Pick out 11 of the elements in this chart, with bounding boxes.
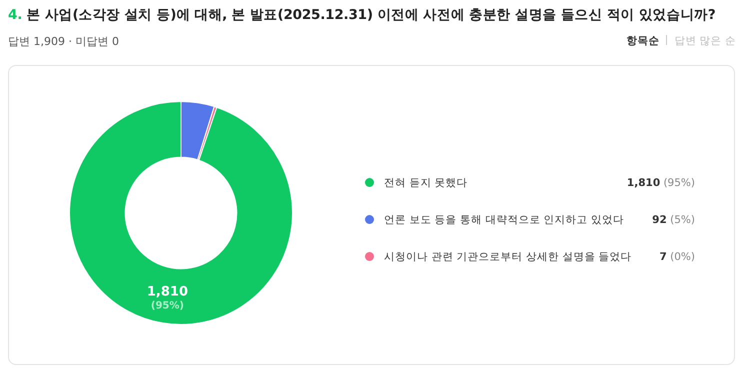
data-label: 92 (5%)	[652, 214, 695, 226]
legend-label: 언론 보도 등을 통해 대략적으로 인지하고 있었다	[384, 212, 626, 226]
text: 1,810 (95%)	[626, 176, 695, 188]
text: 답변 많은 순	[674, 35, 736, 47]
chart-title: 4. 본 사업(소각장 설치 등)에 대해, 본 발표(2025.12.31) 이전에 사전에 충분한 설명을 들으신 적이 있었습니까?	[8, 6, 716, 24]
legend-label: 전혀 듣지 못했다	[384, 176, 469, 190]
legend-label: 시청이나 관련 기관으로부터 상세한 설명을 들었다	[384, 250, 633, 264]
text: 항목순	[626, 35, 660, 47]
data-label: 7 (0%)	[659, 250, 695, 262]
data-label: 1,810 (95%)	[146, 284, 188, 312]
chart-subtitle: 답변 1,909 · 미답변 0	[8, 34, 119, 49]
